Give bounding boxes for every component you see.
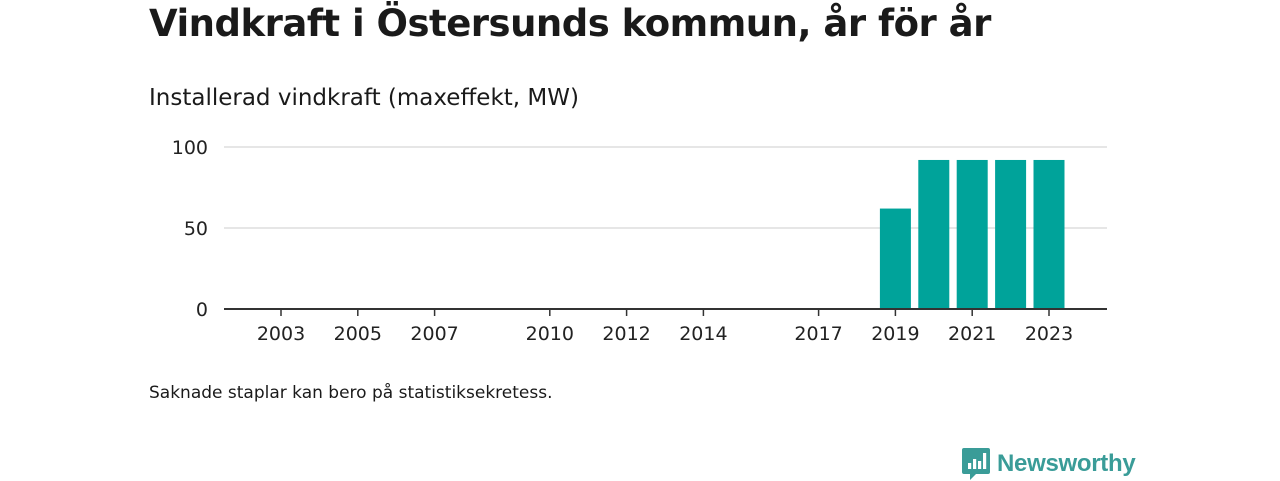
- bar-2021: [956, 159, 988, 309]
- chart-title: Vindkraft i Östersunds kommun, år för år: [149, 2, 991, 45]
- x-tick-label: 2019: [871, 323, 919, 345]
- bar-2022: [995, 159, 1027, 309]
- tick-labels: 0 50 100 2003 2005 2007 2010 2012 2014 2017 2019 20…: [172, 137, 1073, 345]
- x-tick-label: 2017: [794, 323, 842, 345]
- y-tick-label: 0: [196, 299, 208, 321]
- x-tick-label: 2003: [257, 323, 305, 345]
- x-tick-label: 2010: [526, 323, 574, 345]
- bars: [879, 159, 1065, 309]
- bar-2019: [879, 208, 911, 309]
- chart-subtitle: Installerad vindkraft (maxeffekt, MW): [149, 85, 579, 111]
- y-tick-label: 100: [172, 137, 208, 159]
- bar-2020: [918, 159, 950, 309]
- bar-chart-speech-bubble-icon: [962, 448, 990, 480]
- y-tick-label: 50: [184, 218, 208, 240]
- x-tick-label: 2014: [679, 323, 727, 345]
- x-tick-label: 2021: [948, 323, 996, 345]
- footnote: Saknade staplar kan bero på statistiksek…: [149, 383, 553, 403]
- axes: [224, 308, 1107, 316]
- brand-name: Newsworthy: [997, 450, 1136, 477]
- x-tick-label: 2012: [602, 323, 650, 345]
- x-tick-label: 2007: [410, 323, 458, 345]
- brand: Newsworthy: [961, 447, 1136, 481]
- x-tick-label: 2023: [1025, 323, 1073, 345]
- bar-2023: [1033, 159, 1065, 309]
- x-tick-label: 2005: [334, 323, 382, 345]
